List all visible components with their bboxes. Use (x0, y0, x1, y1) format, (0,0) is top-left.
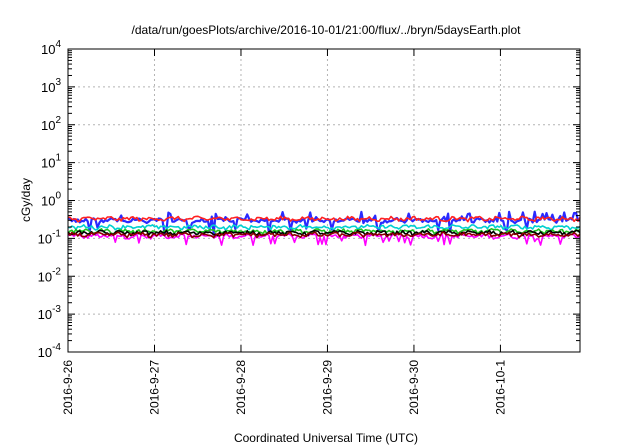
y-tick-label: 102 (41, 115, 61, 133)
y-tick-label: 10-1 (38, 228, 62, 246)
x-tick-label: 2016-9-29 (320, 360, 334, 415)
series-line (67, 231, 581, 239)
y-tick-label: 101 (41, 153, 61, 171)
series-line (67, 223, 581, 231)
y-axis-label: cGy/day (19, 178, 33, 222)
y-tick-label: 10-2 (38, 266, 62, 284)
y-tick-label: 10-3 (38, 304, 62, 322)
y-tick-label: 104 (41, 39, 61, 57)
grid-layer (68, 49, 580, 352)
x-tick-label: 2016-10-1 (493, 360, 507, 415)
x-tick-label: 2016-9-26 (61, 360, 75, 415)
series-line (67, 215, 581, 223)
y-tick-label: 10-4 (38, 342, 62, 360)
x-tick-label: 2016-9-28 (234, 360, 248, 415)
chart-title: /data/run/goesPlots/archive/2016-10-01/2… (132, 23, 522, 37)
y-tick-label: 100 (41, 191, 61, 209)
x-tick-labels: 2016-9-26 2016-9-27 2016-9-28 2016-9-29 2016… (61, 360, 507, 415)
series-layer (67, 210, 581, 247)
x-tick-label: 2016-9-30 (407, 360, 421, 415)
series-line (67, 232, 581, 247)
x-tick-label: 2016-9-27 (147, 360, 161, 415)
tick-layer (67, 48, 580, 353)
y-tick-labels: 10-4 10-3 10-2 10-1 100 101 102 103 104 (38, 39, 62, 360)
y-tick-label: 103 (41, 77, 61, 95)
x-axis-label: Coordinated Universal Time (UTC) (234, 431, 418, 445)
series-line (67, 228, 581, 235)
